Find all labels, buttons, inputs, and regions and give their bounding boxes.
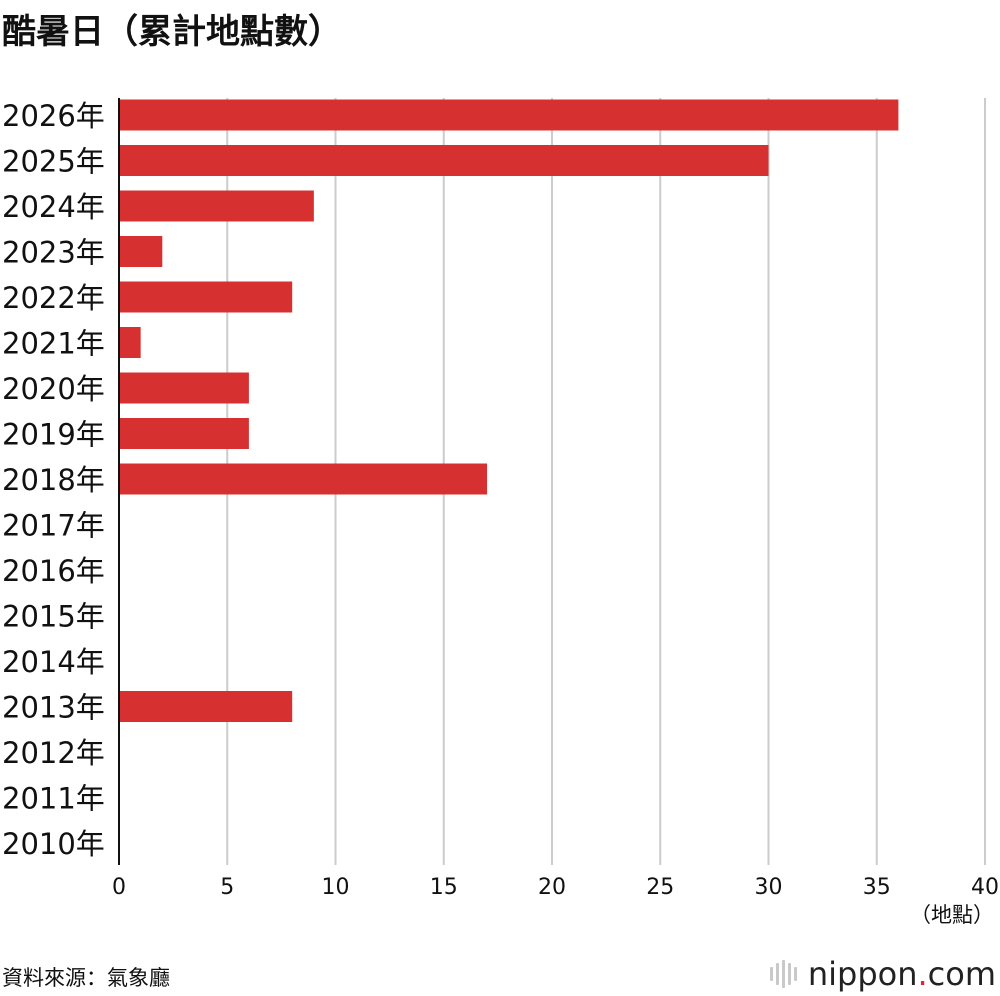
x-tick-label: 35 xyxy=(863,875,891,900)
y-category-label: 2016年 xyxy=(2,554,105,588)
y-category-label: 2012年 xyxy=(2,736,105,770)
y-category-label: 2014年 xyxy=(2,645,105,679)
x-tick-label: 0 xyxy=(112,875,126,900)
x-unit-label: （地點） xyxy=(910,903,994,927)
bar xyxy=(119,691,293,722)
category-labels: 2026年 2025年 2024年 2023年 2022年 2021年 2020年 2019年… xyxy=(2,99,105,861)
bar xyxy=(119,99,899,131)
y-category-label: 2018年 xyxy=(2,463,105,497)
y-category-label: 2011年 xyxy=(2,782,105,816)
y-category-label: 2010年 xyxy=(2,827,105,861)
x-tick-label: 15 xyxy=(430,875,458,900)
x-tick-label: 30 xyxy=(755,875,783,900)
brand-name: nippon xyxy=(807,955,918,993)
y-category-label: 2026年 xyxy=(2,99,105,133)
bars xyxy=(119,99,899,722)
bar xyxy=(119,281,293,313)
bar xyxy=(119,145,769,176)
y-category-label: 2024年 xyxy=(2,190,105,224)
chart-title: 酷暑日（累計地點數） xyxy=(2,12,342,52)
y-category-label: 2013年 xyxy=(2,691,105,725)
y-category-label: 2017年 xyxy=(2,509,105,543)
brand-logo: nippon. com xyxy=(769,955,996,993)
y-category-label: 2015年 xyxy=(2,600,105,634)
y-category-label: 2025年 xyxy=(2,145,105,179)
bar xyxy=(119,463,488,495)
bar xyxy=(119,372,249,404)
x-tick-label: 40 xyxy=(971,875,999,900)
y-category-label: 2020年 xyxy=(2,372,105,406)
tick-labels: 0 5 10 15 20 25 30 35 40 （地點） xyxy=(112,875,999,927)
bar xyxy=(119,190,314,222)
x-tick-label: 5 xyxy=(220,875,234,900)
y-category-label: 2022年 xyxy=(2,281,105,315)
source-note: 資料來源：氣象廳 xyxy=(2,966,170,990)
x-tick-label: 20 xyxy=(538,875,566,900)
brand-dot: . xyxy=(917,955,928,993)
y-category-label: 2019年 xyxy=(2,418,105,452)
bar xyxy=(119,236,163,267)
bar xyxy=(119,418,249,449)
x-tick-label: 25 xyxy=(646,875,674,900)
brand-tld: com xyxy=(927,955,996,993)
x-tick-label: 10 xyxy=(322,875,350,900)
bar xyxy=(119,327,141,358)
y-category-label: 2023年 xyxy=(2,236,105,270)
y-category-label: 2021年 xyxy=(2,327,105,361)
brand-mark-icon xyxy=(769,960,800,988)
